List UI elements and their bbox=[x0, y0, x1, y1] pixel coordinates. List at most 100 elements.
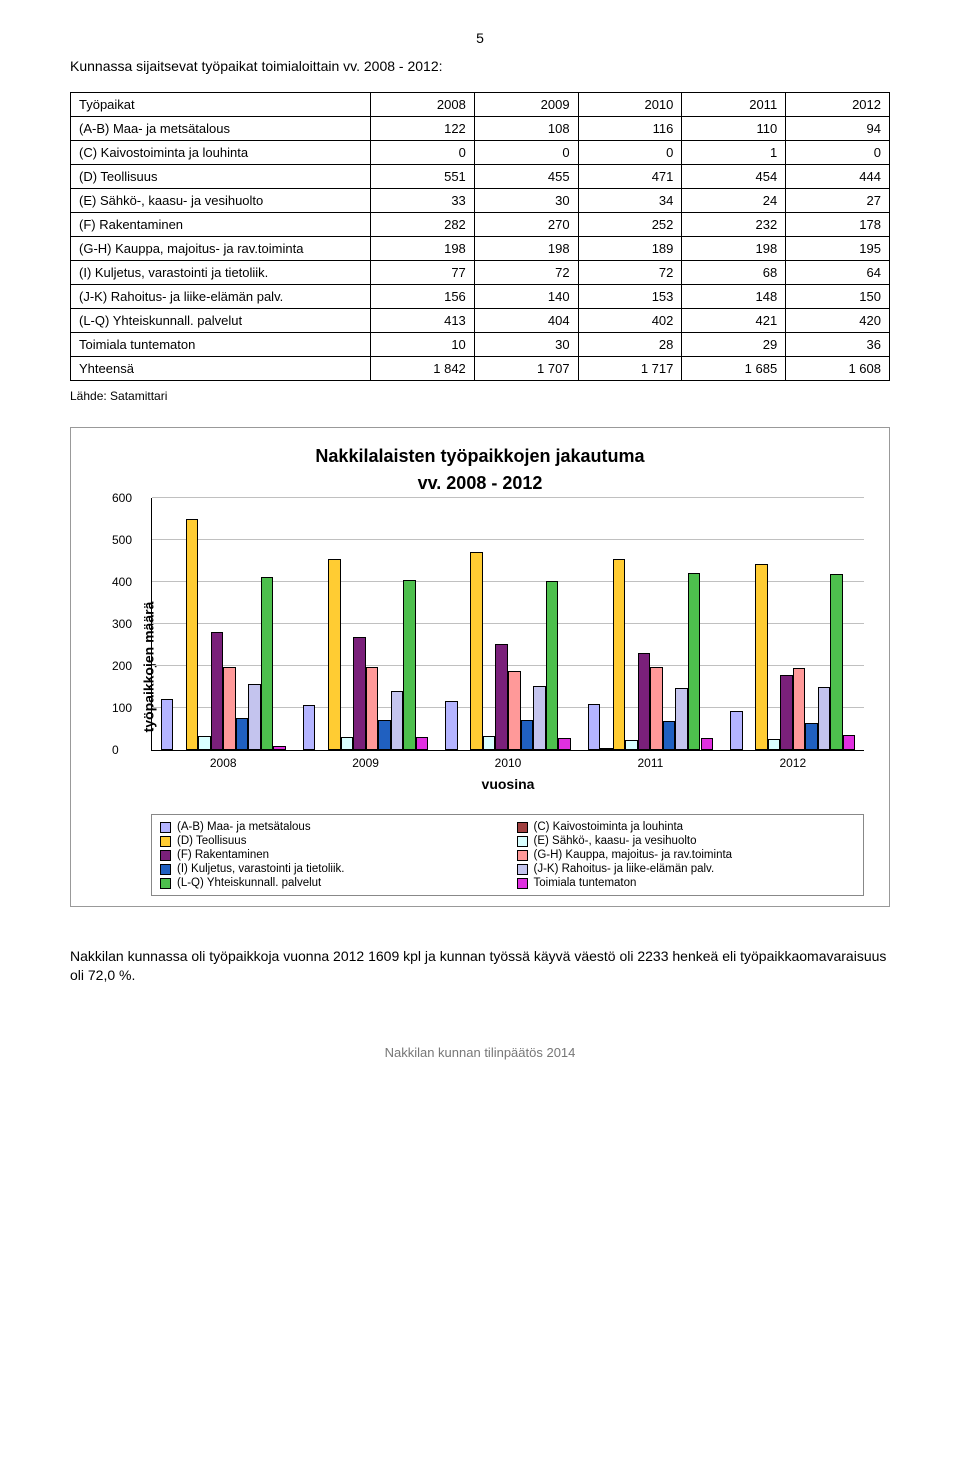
row-value: 404 bbox=[474, 309, 578, 333]
row-value: 421 bbox=[682, 309, 786, 333]
legend-swatch bbox=[517, 836, 528, 847]
row-value: 30 bbox=[474, 189, 578, 213]
row-value: 1 bbox=[682, 141, 786, 165]
bar bbox=[755, 564, 768, 750]
row-value: 122 bbox=[371, 117, 475, 141]
legend-item: Toimiala tuntematon bbox=[517, 877, 856, 889]
bar bbox=[780, 675, 793, 750]
year-group: 2008 bbox=[152, 498, 294, 750]
bar bbox=[495, 644, 508, 750]
bar bbox=[353, 637, 366, 750]
row-value: 195 bbox=[786, 237, 890, 261]
table-row: (G-H) Kauppa, majoitus- ja rav.toiminta 1… bbox=[71, 237, 890, 261]
bar bbox=[625, 740, 638, 750]
row-label: (C) Kaivostoiminta ja louhinta bbox=[71, 141, 371, 165]
row-value: 10 bbox=[371, 333, 475, 357]
row-label: (D) Teollisuus bbox=[71, 165, 371, 189]
row-value: 140 bbox=[474, 285, 578, 309]
bar bbox=[186, 519, 199, 750]
bar bbox=[341, 737, 354, 750]
bar bbox=[403, 580, 416, 750]
row-value: 551 bbox=[371, 165, 475, 189]
legend-label: (F) Rakentaminen bbox=[177, 849, 269, 861]
bar bbox=[303, 705, 316, 750]
bar bbox=[588, 704, 601, 750]
legend-label: (A-B) Maa- ja metsätalous bbox=[177, 821, 311, 833]
table-row: (C) Kaivostoiminta ja louhinta00010 bbox=[71, 141, 890, 165]
bar bbox=[366, 667, 379, 750]
row-value: 110 bbox=[682, 117, 786, 141]
legend-label: (I) Kuljetus, varastointi ja tietoliik. bbox=[177, 863, 344, 875]
row-value: 1 717 bbox=[578, 357, 682, 381]
chart-title-line2: vv. 2008 - 2012 bbox=[91, 473, 869, 494]
table-header-year: 2011 bbox=[682, 93, 786, 117]
row-value: 198 bbox=[474, 237, 578, 261]
legend-item: (G-H) Kauppa, majoitus- ja rav.toiminta bbox=[517, 849, 856, 861]
bar bbox=[261, 577, 274, 750]
row-value: 108 bbox=[474, 117, 578, 141]
legend-item: (C) Kaivostoiminta ja louhinta bbox=[517, 821, 856, 833]
summary-paragraph: Nakkilan kunnassa oli työpaikkoja vuonna… bbox=[70, 947, 890, 985]
xtick-label: 2010 bbox=[437, 756, 579, 770]
page-number: 5 bbox=[70, 30, 890, 46]
bar bbox=[521, 720, 534, 750]
bar bbox=[198, 736, 211, 750]
legend-label: Toimiala tuntematon bbox=[534, 877, 637, 889]
legend-item: (A-B) Maa- ja metsätalous bbox=[160, 821, 499, 833]
row-label: (G-H) Kauppa, majoitus- ja rav.toiminta bbox=[71, 237, 371, 261]
row-label: (F) Rakentaminen bbox=[71, 213, 371, 237]
chart-title-line1: Nakkilalaisten työpaikkojen jakautuma bbox=[91, 446, 869, 467]
bar bbox=[701, 738, 714, 750]
bar bbox=[416, 737, 429, 750]
table-row: (F) Rakentaminen282270252232178 bbox=[71, 213, 890, 237]
row-label: (I) Kuljetus, varastointi ja tietoliik. bbox=[71, 261, 371, 285]
chart-xlabel: vuosina bbox=[152, 776, 864, 792]
table-row: (D) Teollisuus551455471454444 bbox=[71, 165, 890, 189]
legend-swatch bbox=[160, 822, 171, 833]
row-value: 454 bbox=[682, 165, 786, 189]
legend-swatch bbox=[517, 850, 528, 861]
row-value: 1 685 bbox=[682, 357, 786, 381]
bar bbox=[248, 684, 261, 750]
row-label: (E) Sähkö-, kaasu- ja vesihuolto bbox=[71, 189, 371, 213]
row-value: 36 bbox=[786, 333, 890, 357]
row-value: 150 bbox=[786, 285, 890, 309]
row-value: 444 bbox=[786, 165, 890, 189]
row-value: 116 bbox=[578, 117, 682, 141]
row-value: 282 bbox=[371, 213, 475, 237]
legend-swatch bbox=[517, 878, 528, 889]
bar bbox=[675, 688, 688, 750]
legend-swatch bbox=[517, 822, 528, 833]
source-label: Lähde: Satamittari bbox=[70, 389, 890, 403]
jobs-chart: Nakkilalaisten työpaikkojen jakautuma vv… bbox=[70, 427, 890, 907]
legend-swatch bbox=[160, 878, 171, 889]
legend-swatch bbox=[160, 836, 171, 847]
row-value: 24 bbox=[682, 189, 786, 213]
row-value: 28 bbox=[578, 333, 682, 357]
ytick-label: 100 bbox=[112, 701, 132, 715]
xtick-label: 2011 bbox=[579, 756, 721, 770]
row-value: 198 bbox=[682, 237, 786, 261]
ytick-label: 0 bbox=[112, 743, 119, 757]
bar bbox=[638, 653, 651, 750]
bar bbox=[843, 735, 856, 750]
table-row: Yhteensä1 8421 7071 7171 6851 608 bbox=[71, 357, 890, 381]
legend-label: (J-K) Rahoitus- ja liike-elämän palv. bbox=[534, 863, 715, 875]
ytick-label: 300 bbox=[112, 617, 132, 631]
legend-label: (D) Teollisuus bbox=[177, 835, 246, 847]
table-row: (I) Kuljetus, varastointi ja tietoliik. 7… bbox=[71, 261, 890, 285]
jobs-table: Työpaikat20082009201020112012 (A-B) Maa-… bbox=[70, 92, 890, 381]
bar bbox=[328, 559, 341, 750]
legend-item: (F) Rakentaminen bbox=[160, 849, 499, 861]
bar bbox=[663, 721, 676, 750]
row-value: 1 707 bbox=[474, 357, 578, 381]
bar bbox=[650, 667, 663, 750]
legend-label: (E) Sähkö-, kaasu- ja vesihuolto bbox=[534, 835, 697, 847]
row-value: 72 bbox=[474, 261, 578, 285]
table-row: (L-Q) Yhteiskunnall. palvelut41340440242… bbox=[71, 309, 890, 333]
bar bbox=[730, 711, 743, 750]
row-label: Toimiala tuntematon bbox=[71, 333, 371, 357]
row-value: 94 bbox=[786, 117, 890, 141]
ytick-label: 600 bbox=[112, 491, 132, 505]
row-value: 29 bbox=[682, 333, 786, 357]
